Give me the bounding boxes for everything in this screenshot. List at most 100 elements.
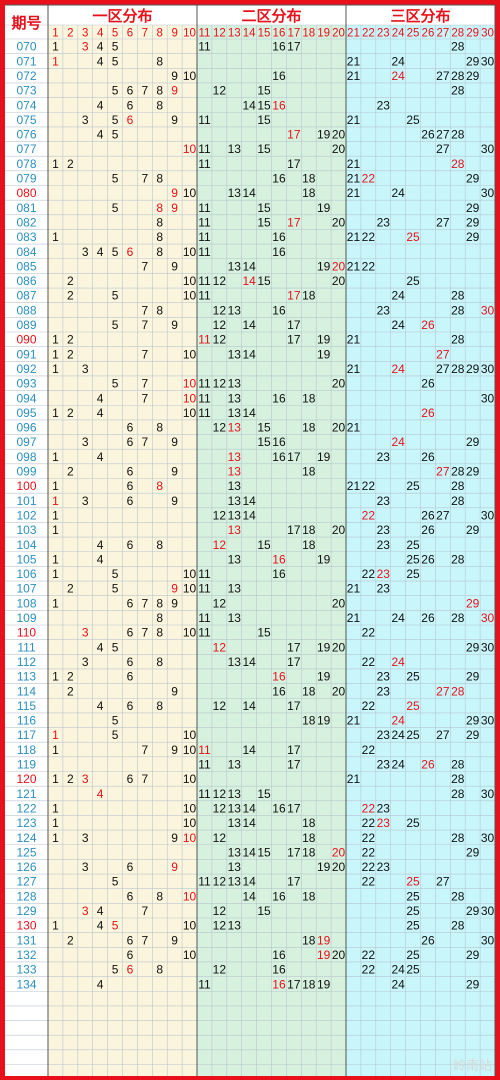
drawn-number: 7 <box>142 347 149 361</box>
drawn-number: 16 <box>272 567 286 581</box>
drawn-number: 11 <box>198 377 211 391</box>
drawn-number: 26 <box>421 406 435 420</box>
drawn-number: 22 <box>362 948 376 962</box>
drawn-number: 23 <box>377 98 391 112</box>
drawn-number: 5 <box>112 245 119 259</box>
drawn-number: 12 <box>213 538 227 552</box>
drawn-number: 3 <box>82 772 89 786</box>
drawn-number: 11 <box>198 582 211 596</box>
drawn-number: 25 <box>406 919 420 933</box>
drawn-number: 11 <box>198 40 211 54</box>
drawn-number: 5 <box>112 919 119 933</box>
drawn-number: 6 <box>127 655 134 669</box>
drawn-number: 26 <box>421 758 435 772</box>
period-label: 107 <box>16 582 36 596</box>
drawn-number: 16 <box>272 435 286 449</box>
drawn-number: 16 <box>272 69 286 83</box>
drawn-number: 29 <box>466 172 480 186</box>
drawn-number: 25 <box>406 274 420 288</box>
period-label: 129 <box>16 904 36 918</box>
period-label: 092 <box>16 362 36 376</box>
drawn-number: 17 <box>287 743 301 757</box>
drawn-number: 5 <box>112 54 119 68</box>
drawn-number: 13 <box>228 391 242 405</box>
drawn-number: 14 <box>242 801 256 815</box>
drawn-number: 25 <box>406 479 420 493</box>
period-label: 128 <box>16 889 36 903</box>
drawn-number: 11 <box>198 758 211 772</box>
drawn-number: 25 <box>406 230 420 244</box>
drawn-number: 17 <box>287 333 301 347</box>
drawn-number: 30 <box>481 611 495 625</box>
drawn-number: 14 <box>242 889 256 903</box>
drawn-number: 24 <box>391 977 405 991</box>
drawn-number: 16 <box>272 40 286 54</box>
column-number-header: 3 <box>82 28 88 40</box>
drawn-number: 16 <box>272 948 286 962</box>
period-label: 071 <box>16 54 36 68</box>
drawn-number: 15 <box>257 904 271 918</box>
drawn-number: 28 <box>451 684 465 698</box>
drawn-number: 24 <box>391 186 405 200</box>
drawn-number: 23 <box>377 303 391 317</box>
drawn-number: 14 <box>242 743 256 757</box>
period-label: 088 <box>16 303 36 317</box>
drawn-number: 24 <box>391 54 405 68</box>
period-label: 120 <box>16 772 36 786</box>
drawn-number: 2 <box>67 670 74 684</box>
drawn-number: 8 <box>156 611 163 625</box>
drawn-number: 1 <box>52 450 59 464</box>
drawn-number: 16 <box>272 230 286 244</box>
drawn-number: 10 <box>183 391 197 405</box>
drawn-number: 11 <box>198 406 211 420</box>
drawn-number: 28 <box>451 611 465 625</box>
drawn-number: 1 <box>52 552 59 566</box>
drawn-number: 22 <box>362 801 376 815</box>
drawn-number: 27 <box>436 465 450 479</box>
drawn-number: 5 <box>112 128 119 142</box>
drawn-number: 3 <box>82 435 89 449</box>
drawn-number: 24 <box>391 362 405 376</box>
drawn-number: 11 <box>198 289 211 303</box>
drawn-number: 25 <box>406 889 420 903</box>
period-label: 133 <box>16 963 36 977</box>
drawn-number: 28 <box>451 772 465 786</box>
drawn-number: 6 <box>127 699 134 713</box>
drawn-number: 1 <box>52 743 59 757</box>
drawn-number: 18 <box>302 816 316 830</box>
period-label: 095 <box>16 406 36 420</box>
column-number-header: 15 <box>258 28 271 40</box>
drawn-number: 18 <box>302 714 316 728</box>
drawn-number: 11 <box>198 215 211 229</box>
drawn-number: 8 <box>156 699 163 713</box>
drawn-number: 15 <box>257 142 271 156</box>
drawn-number: 16 <box>272 172 286 186</box>
drawn-number: 2 <box>67 347 74 361</box>
drawn-number: 11 <box>198 611 211 625</box>
column-number-header: 1 <box>52 28 58 40</box>
drawn-number: 13 <box>228 142 242 156</box>
period-label: 096 <box>16 421 36 435</box>
zone-title-3: 三区分布 <box>390 7 450 25</box>
drawn-number: 5 <box>112 40 119 54</box>
drawn-number: 2 <box>67 333 74 347</box>
drawn-number: 2 <box>67 406 74 420</box>
drawn-number: 5 <box>112 963 119 977</box>
drawn-number: 25 <box>406 728 420 742</box>
drawn-number: 15 <box>257 274 271 288</box>
drawn-number: 15 <box>257 626 271 640</box>
drawn-number: 1 <box>52 406 59 420</box>
drawn-number: 6 <box>127 113 134 127</box>
drawn-number: 23 <box>377 523 391 537</box>
period-label: 117 <box>17 728 36 742</box>
drawn-number: 5 <box>112 582 119 596</box>
drawn-number: 4 <box>97 391 104 405</box>
drawn-number: 11 <box>198 626 211 640</box>
drawn-number: 22 <box>362 479 376 493</box>
period-label: 082 <box>16 215 36 229</box>
period-label: 134 <box>16 977 36 991</box>
drawn-number: 11 <box>198 245 211 259</box>
column-number-header: 10 <box>183 28 196 40</box>
drawn-number: 1 <box>52 54 59 68</box>
drawn-number: 29 <box>466 977 480 991</box>
